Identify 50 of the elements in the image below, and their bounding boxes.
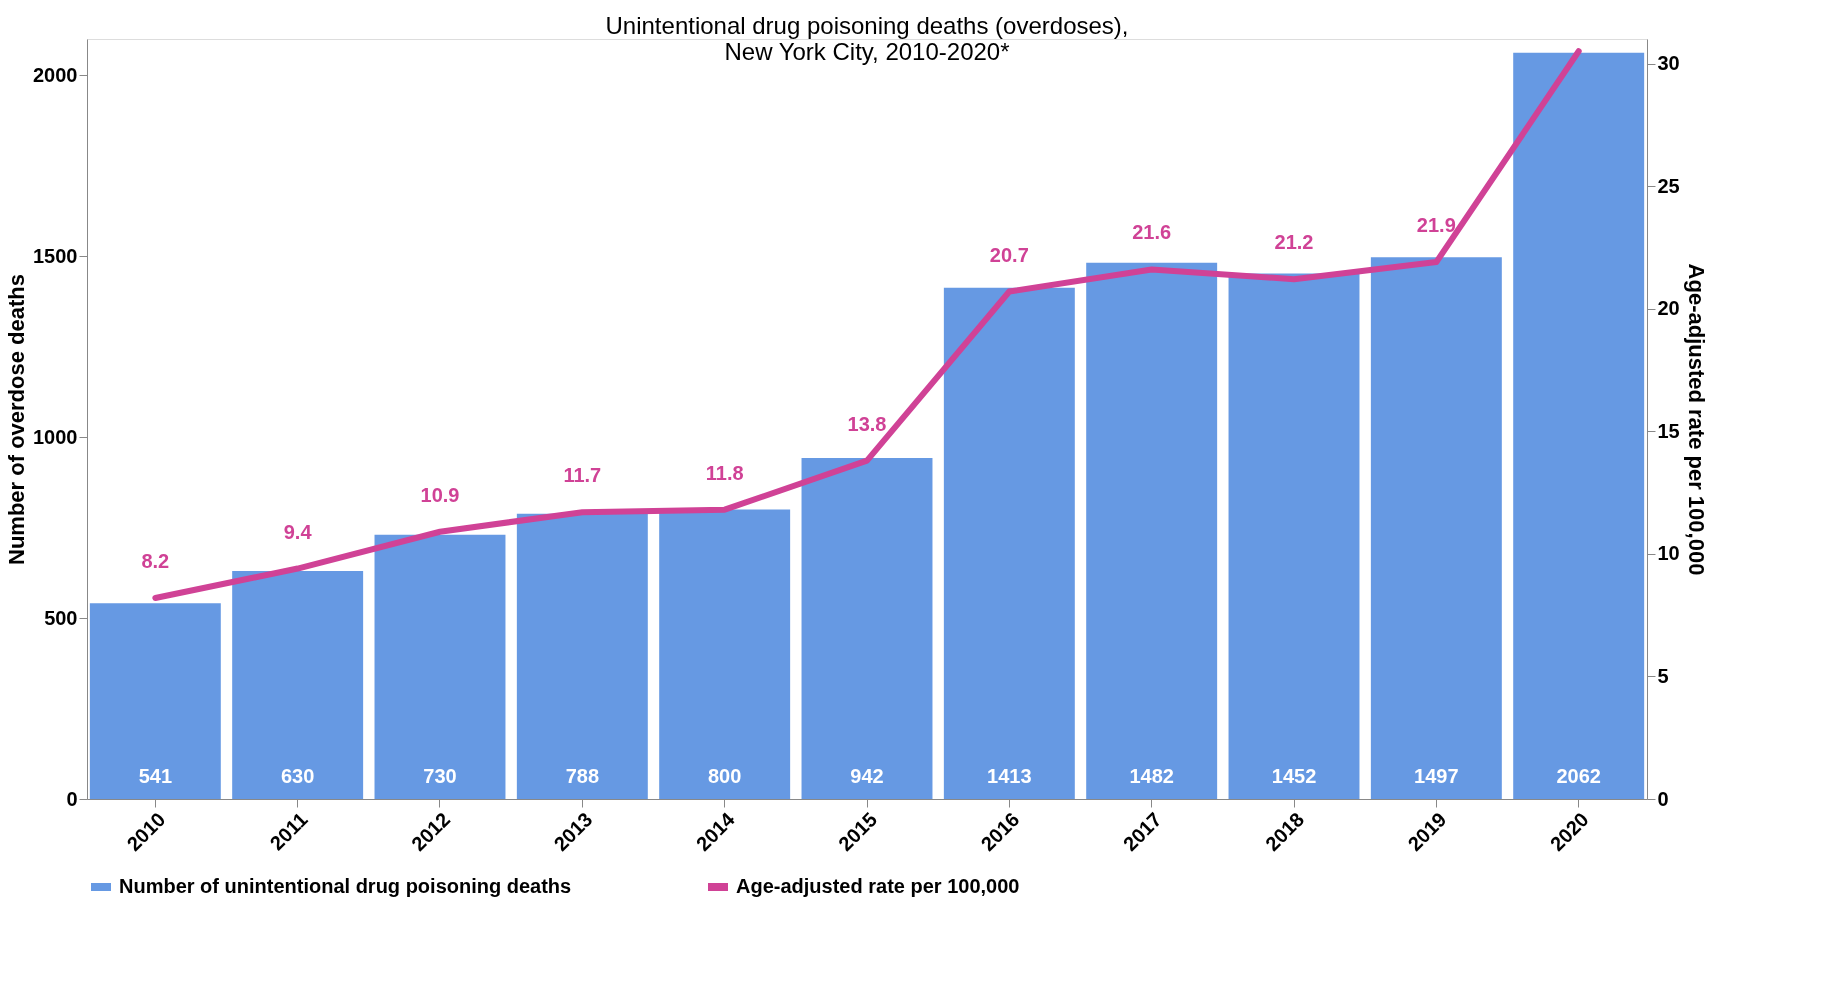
data-label: 11.7 (563, 464, 602, 487)
data-label: 9.4 (283, 520, 313, 543)
bar (232, 571, 364, 799)
y-axis-title: Number of overdose deaths (4, 274, 30, 565)
y-tick-label: 1500 (33, 244, 78, 267)
data-label: 1497 (1414, 765, 1459, 787)
bar (801, 458, 933, 799)
text: New York City, 2010-2020* (724, 38, 1010, 66)
data-label: 800 (707, 765, 742, 787)
data-label: 942 (850, 765, 884, 787)
bar (516, 513, 648, 799)
y-tick-label: 0 (66, 787, 78, 810)
data-label: 788 (565, 765, 600, 787)
data-label: 1413 (987, 765, 1032, 787)
data-label: 8.2 (141, 549, 170, 572)
data-label: 730 (423, 765, 457, 787)
bar (943, 287, 1075, 799)
y2-axis-title: Age-adjusted rate per 100,000 (1683, 263, 1709, 576)
bar (1370, 257, 1502, 799)
data-label: 20.7 (989, 243, 1029, 266)
bar (1086, 262, 1218, 799)
data-label: 1452 (1271, 765, 1317, 787)
data-label: 1482 (1129, 765, 1174, 787)
bar (659, 509, 791, 799)
text: Unintentional drug poisoning deaths (overdoses), (605, 12, 1129, 40)
y-tick-label: 500 (44, 606, 78, 629)
bar (1513, 52, 1645, 799)
y-tick-label: 2000 (33, 63, 78, 86)
data-label: 541 (138, 765, 173, 787)
bar (1228, 273, 1360, 799)
data-label: 21.6 (1132, 221, 1172, 244)
data-label: 21.9 (1416, 214, 1456, 237)
data-label: 2062 (1556, 765, 1601, 787)
y2-tick-label: 30 (1657, 52, 1680, 75)
data-label: 10.9 (420, 483, 460, 506)
legend-label: Number of unintentional drug poisoning deaths (119, 875, 572, 897)
data-label: 11.8 (705, 461, 744, 484)
legend-label: Age-adjusted rate per 100,000 (736, 875, 1020, 897)
y2-tick-label: 20 (1657, 297, 1680, 320)
y2-tick-label: 5 (1657, 664, 1669, 687)
y-tick-label: 1000 (33, 425, 78, 448)
data-label: 21.2 (1274, 231, 1314, 254)
bar (374, 534, 506, 799)
y2-tick-label: 10 (1657, 542, 1680, 565)
y2-tick-label: 0 (1657, 787, 1669, 810)
y2-tick-label: 25 (1657, 174, 1680, 197)
y2-tick-label: 15 (1657, 419, 1680, 442)
data-label: 630 (280, 765, 315, 787)
bar (89, 603, 221, 799)
data-label: 13.8 (847, 412, 887, 435)
